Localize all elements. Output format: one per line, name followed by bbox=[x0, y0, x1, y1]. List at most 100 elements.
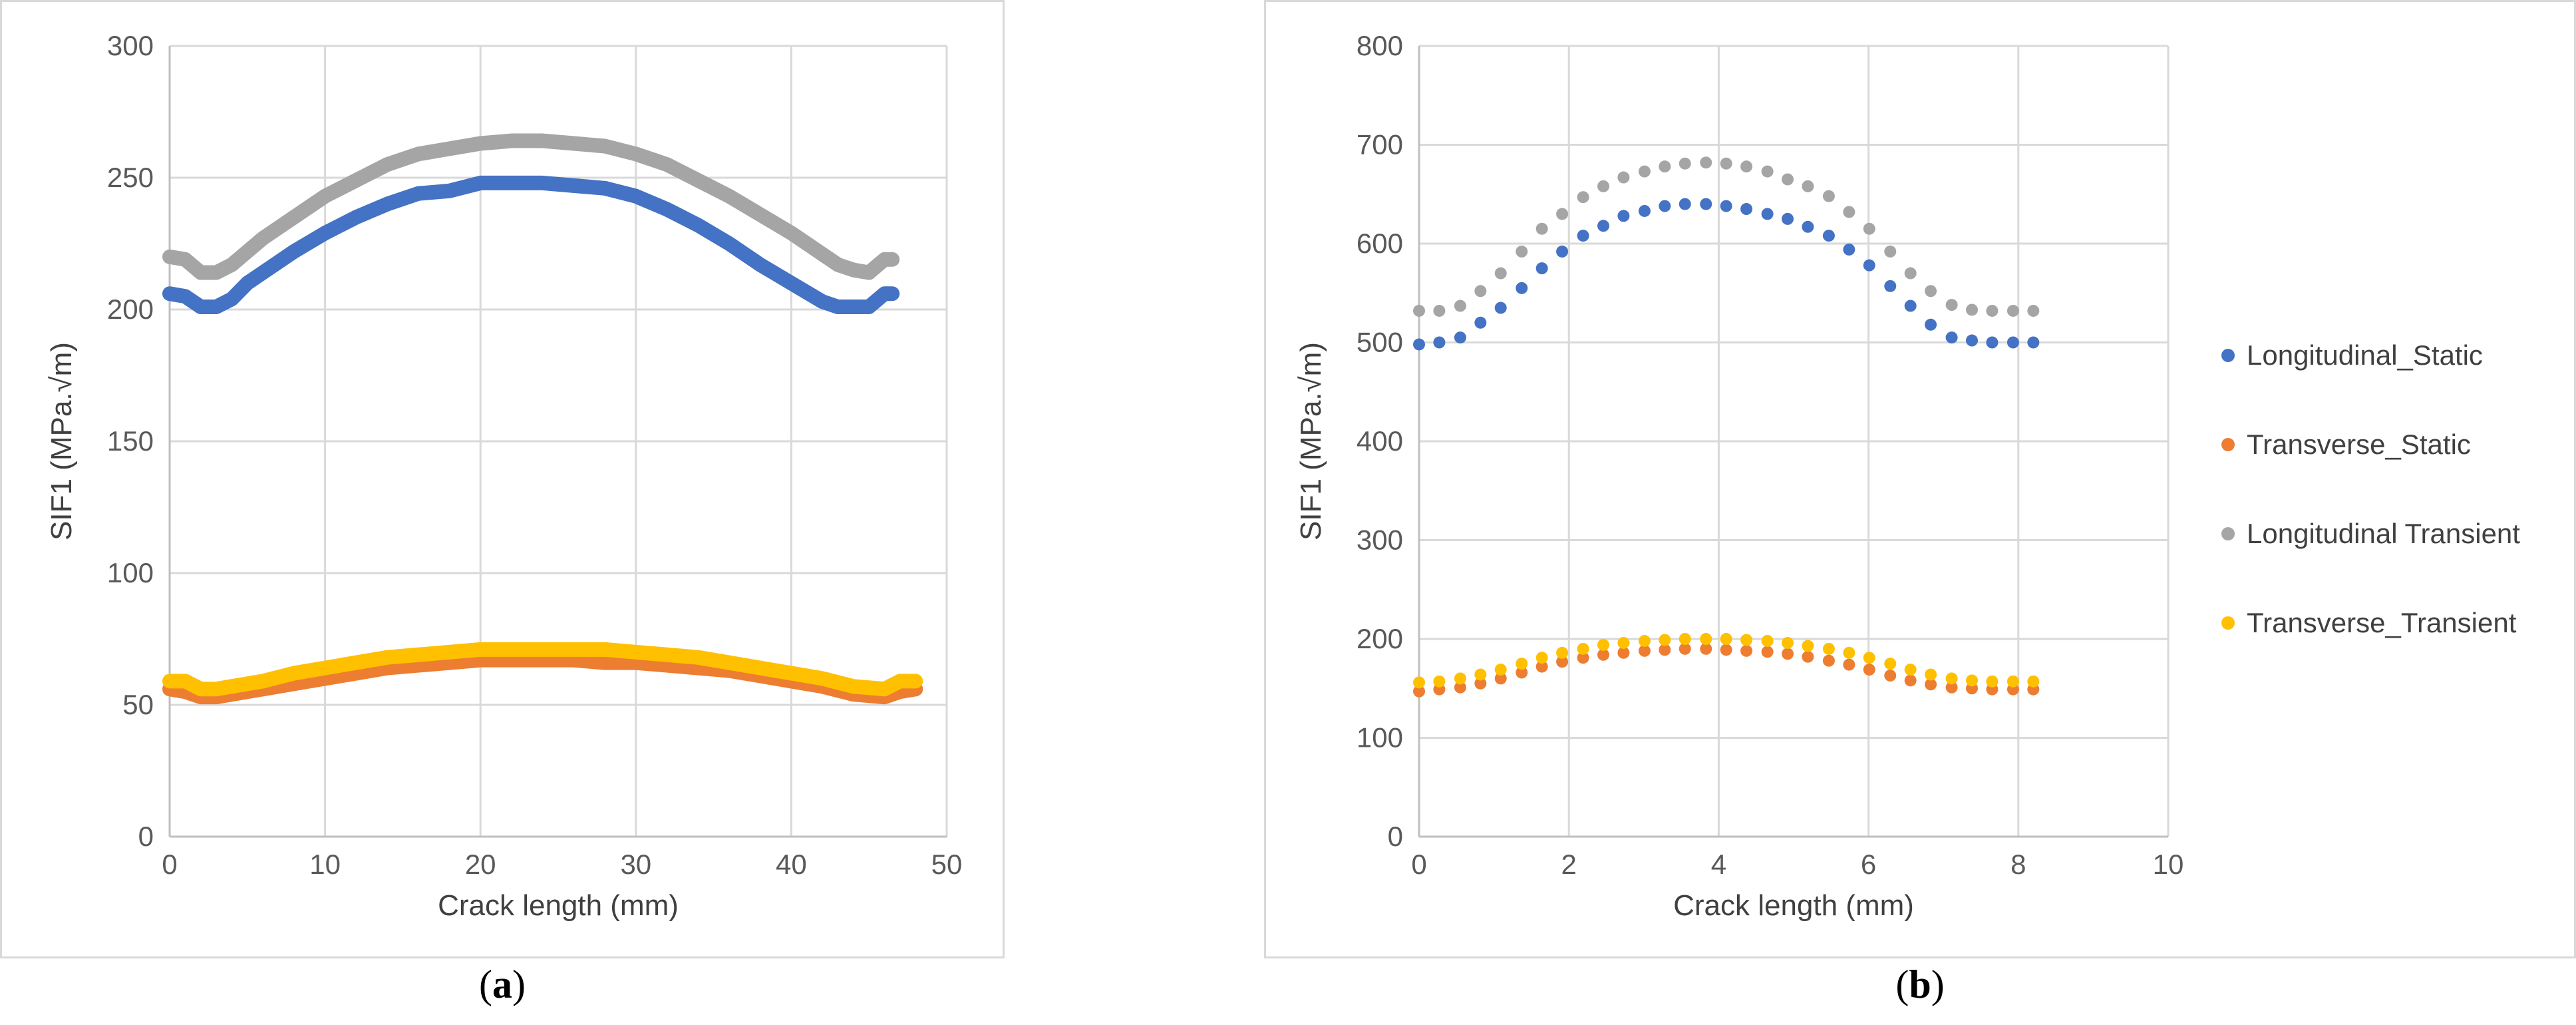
chart-b-series-3-point bbox=[1577, 642, 1589, 655]
chart-b-x-tick-label: 6 bbox=[1861, 849, 1876, 880]
chart-a-x-tick-label: 10 bbox=[309, 849, 341, 880]
chart-b-x-tick-label: 8 bbox=[2011, 849, 2026, 880]
chart-b-series-0-point bbox=[1700, 198, 1712, 210]
chart-b-series-2-point bbox=[1802, 180, 1814, 192]
chart-b-y-axis-title: SIF1 (MPa.√m) bbox=[1295, 342, 1327, 540]
chart-b-series-3-point bbox=[1516, 658, 1528, 670]
chart-b-series-2-point bbox=[1494, 267, 1507, 280]
chart-b-series-0-point bbox=[1965, 334, 1978, 347]
chart-b-series-2-point bbox=[1945, 299, 1958, 311]
chart-b-series-3-point bbox=[1761, 634, 1774, 647]
chart-b-series-1-point bbox=[1700, 642, 1712, 655]
chart-b-series-3-point bbox=[2027, 675, 2040, 688]
chart-b-series-3-point bbox=[1986, 675, 1999, 688]
chart-b-series-2-point bbox=[1740, 160, 1753, 173]
chart-b-series-1-point bbox=[1904, 674, 1917, 687]
chart-b-series-1-point bbox=[1679, 642, 1691, 655]
chart-panel-b: 0 100 200 300 400 500 600 700 800 0 2 4 6 8 10 Crack le… bbox=[1264, 0, 2576, 958]
chart-b-series-0-point bbox=[1659, 200, 1671, 212]
chart-b-legend-marker-1 bbox=[2221, 438, 2235, 451]
chart-b-x-tick-label: 2 bbox=[1561, 849, 1577, 880]
chart-b-series-2-point bbox=[1638, 165, 1651, 178]
caption-a: (a) bbox=[479, 962, 526, 1006]
chart-a-x-axis-title: Crack length (mm) bbox=[438, 889, 679, 922]
chart-b-series-1-point bbox=[1843, 658, 1855, 671]
chart-b-series-1-point bbox=[1802, 650, 1814, 663]
chart-b-x-axis-title: Crack length (mm) bbox=[1673, 889, 1914, 922]
chart-a-y-tick-label: 200 bbox=[107, 294, 154, 325]
chart-a-x-tick-label: 50 bbox=[931, 849, 963, 880]
chart-a-y-tick-label: 50 bbox=[122, 689, 154, 720]
chart-b-y-tick-label: 0 bbox=[1388, 821, 1403, 852]
caption-b: (b) bbox=[1895, 962, 1945, 1006]
chart-b-series-0-point bbox=[1720, 200, 1732, 212]
chart-b-series-2-point bbox=[2027, 304, 2040, 317]
chart-b-series-3-point bbox=[1822, 642, 1835, 655]
chart-b-series-2-point bbox=[1884, 245, 1897, 258]
chart-b-series-0-point bbox=[1761, 208, 1774, 220]
chart-b-series-2-point bbox=[1413, 304, 1425, 317]
chart-b-series-0-point bbox=[1556, 245, 1569, 258]
chart-b-legend-label-3: Transverse_Transient bbox=[2247, 607, 2517, 638]
chart-a-x-tick-label: 40 bbox=[776, 849, 807, 880]
chart-b-series-3-point bbox=[1474, 668, 1487, 681]
chart-b-series-1-point bbox=[1925, 678, 1937, 691]
chart-b-series-3-point bbox=[1945, 672, 1958, 685]
chart-b-series-1-point bbox=[1863, 664, 1875, 676]
chart-b-series-1-point bbox=[1535, 660, 1548, 673]
chart-b-series-2-point bbox=[1925, 285, 1937, 298]
chart-a-x-tick-label: 20 bbox=[465, 849, 496, 880]
chart-b-y-tick-label: 600 bbox=[1357, 228, 1403, 259]
chart-b-series-0-point bbox=[1863, 259, 1875, 272]
chart-b-legend-marker-0 bbox=[2221, 349, 2235, 362]
chart-b-y-tick-label: 500 bbox=[1357, 327, 1403, 358]
chart-b-series-1-point bbox=[1884, 669, 1897, 682]
chart-b-series-0-point bbox=[1945, 331, 1958, 344]
chart-b-series-2-point bbox=[1720, 157, 1732, 170]
chart-a-y-axis-title: SIF1 (MPa.√m) bbox=[45, 342, 78, 540]
chart-b-series-3-point bbox=[1843, 646, 1855, 659]
chart-b-series-3-point bbox=[1454, 672, 1466, 685]
chart-b-series-1-point bbox=[1761, 646, 1774, 658]
chart-b-series-3-point bbox=[1597, 638, 1609, 651]
chart-b-series-3-point bbox=[1863, 652, 1875, 664]
chart-b-series-0-point bbox=[1597, 220, 1609, 232]
chart-b-series-2-point bbox=[1679, 157, 1691, 170]
chart-b-series-2-point bbox=[1556, 208, 1569, 220]
chart-a-x-tick-label: 0 bbox=[162, 849, 177, 880]
chart-b-y-tick-label: 700 bbox=[1357, 129, 1403, 160]
chart-b-series-0-point bbox=[1577, 230, 1589, 242]
chart-b-series-3-point bbox=[1720, 633, 1732, 645]
chart-b-series-0-point bbox=[1781, 212, 1794, 225]
chart-a-series-line-1 bbox=[162, 133, 900, 280]
chart-b-series-2-point bbox=[1433, 304, 1446, 317]
chart-a-y-tick-label: 150 bbox=[107, 425, 154, 457]
chart-b-series-2-point bbox=[1822, 190, 1835, 202]
chart-b-series-3-point bbox=[1535, 652, 1548, 664]
chart-b-series-0-point bbox=[1494, 302, 1507, 314]
chart-a-series-line-3 bbox=[162, 642, 923, 697]
chart-b-series-2-point bbox=[1965, 304, 1978, 316]
chart-b-series-0-point bbox=[1638, 204, 1651, 217]
chart-b-series-1-point bbox=[1454, 681, 1466, 694]
chart-b-series-0-point bbox=[1904, 300, 1917, 312]
chart-b-series-3-point bbox=[1904, 664, 1917, 676]
chart-b-legend-marker-2 bbox=[2221, 527, 2235, 540]
chart-b-series-0-point bbox=[1413, 338, 1425, 351]
chart-a-y-tick-label: 300 bbox=[107, 30, 154, 61]
chart-b-series-0-point bbox=[1843, 243, 1855, 256]
chart-b-y-tick-label: 100 bbox=[1357, 722, 1403, 753]
chart-b-series-3-point bbox=[1617, 636, 1630, 649]
chart-b-series-3-point bbox=[1884, 658, 1897, 670]
chart-b-series-3-point bbox=[1802, 640, 1814, 652]
chart-b-series-1-point bbox=[1740, 644, 1753, 657]
chart-b-series-0-point bbox=[1986, 336, 1999, 349]
chart-b-series-1-point bbox=[1577, 652, 1589, 664]
chart-b-series-2-point bbox=[1597, 180, 1609, 192]
chart-b-series-2-point bbox=[1474, 285, 1487, 298]
chart-b-series-1-point bbox=[1597, 648, 1609, 661]
chart-b-series-0-point bbox=[2027, 336, 2040, 349]
chart-b-series-2-point bbox=[1535, 222, 1548, 235]
chart-b-series-2-point bbox=[1700, 156, 1712, 169]
chart-b-series-2-point bbox=[1986, 304, 1999, 317]
